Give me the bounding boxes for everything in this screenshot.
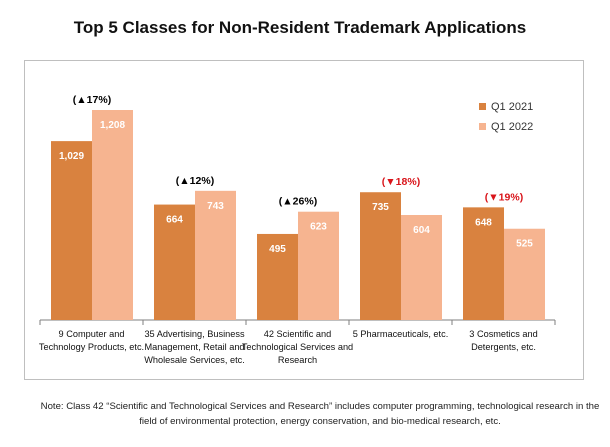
legend-swatch xyxy=(479,123,486,130)
data-label: 735 xyxy=(372,202,389,213)
category-label: 35 Advertising, Business xyxy=(144,329,245,339)
data-label: 495 xyxy=(269,244,286,255)
data-label: 664 xyxy=(166,215,183,226)
category-label: Technological Services and xyxy=(242,342,353,352)
category-label: 5 Pharmaceuticals, etc. xyxy=(353,329,449,339)
change-label: (▲26%) xyxy=(279,196,317,208)
change-label: (▼19%) xyxy=(485,191,523,203)
change-label: (▼18%) xyxy=(382,176,420,188)
data-label: 525 xyxy=(516,239,533,250)
category-label: Technology Products, etc. xyxy=(39,342,144,352)
category-label: Wholesale Services, etc. xyxy=(144,355,245,365)
category-label: 3 Cosmetics and xyxy=(469,329,537,339)
legend-swatch xyxy=(479,103,486,110)
category-label: Management, Retail and xyxy=(144,342,244,352)
legend-label: Q1 2021 xyxy=(491,101,533,113)
bar-q1-2022 xyxy=(92,110,133,320)
data-label: 623 xyxy=(310,222,327,233)
data-label: 1,029 xyxy=(59,151,84,162)
data-label: 1,208 xyxy=(100,120,125,131)
change-label: (▲12%) xyxy=(176,175,214,187)
bar-q1-2021 xyxy=(51,141,92,320)
legend-label: Q1 2022 xyxy=(491,121,533,133)
category-label: Detergents, etc. xyxy=(471,342,536,352)
category-label: 42 Scientific and xyxy=(264,329,331,339)
data-label: 743 xyxy=(207,201,224,212)
category-label: Research xyxy=(278,355,317,365)
footnote: Note: Class 42 “Scientific and Technolog… xyxy=(40,399,600,429)
category-label: 9 Computer and xyxy=(59,329,125,339)
change-label: (▲17%) xyxy=(73,94,111,106)
data-label: 648 xyxy=(475,217,492,228)
data-label: 604 xyxy=(413,225,430,236)
